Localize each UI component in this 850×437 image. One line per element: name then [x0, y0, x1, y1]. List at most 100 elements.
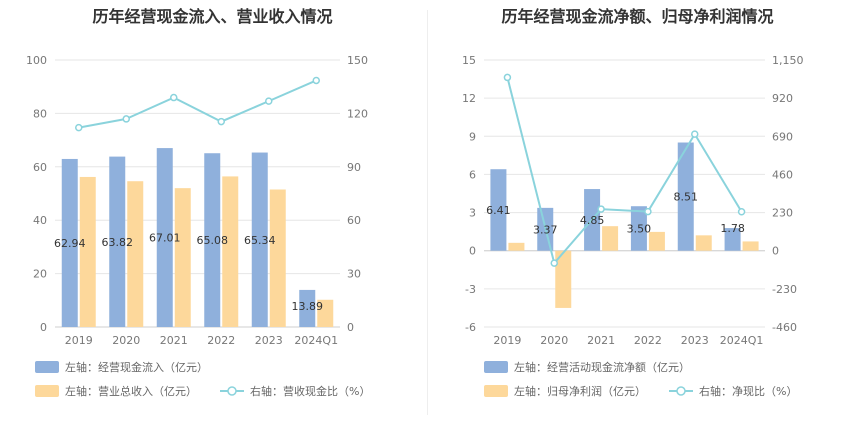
right-line-point[interactable]: [737, 207, 746, 216]
left-right-tick-label: 0: [347, 321, 354, 334]
left-left-tick-label: 60: [33, 161, 47, 174]
left-right-tick-label: 90: [347, 161, 361, 174]
right-x-tick-label: 2023: [681, 334, 709, 347]
right-right-tick-label: 230: [772, 207, 793, 220]
right-legend-label[interactable]: 右轴：净现比（%）: [699, 384, 797, 398]
right-left-tick-label: 0: [469, 245, 476, 258]
right-bar-series1[interactable]: [724, 228, 741, 251]
left-bar-data-label: 65.08: [197, 234, 229, 247]
left-bar-series2[interactable]: [127, 181, 144, 327]
left-line-point[interactable]: [217, 117, 225, 126]
left-chart: 0 20 40 60 80 100 0 30 60 90 120 150 2019 2020 2021 202…: [26, 54, 370, 398]
right-left-tick-label: 9: [469, 130, 476, 143]
right-left-tick-label: 6: [469, 168, 476, 181]
left-bar-series2[interactable]: [269, 189, 286, 327]
right-x-tick-label: 2022: [634, 334, 662, 347]
left-x-tick-label: 2019: [65, 334, 93, 347]
right-legend-swatch[interactable]: [484, 361, 508, 373]
right-line-point[interactable]: [503, 73, 512, 82]
left-legend-swatch[interactable]: [35, 385, 59, 397]
left-bar-data-label: 67.01: [149, 232, 181, 245]
right-bar-data-label: 6.41: [486, 204, 511, 217]
left-x-tick-label: 2022: [207, 334, 235, 347]
left-bar-data-label: 62.94: [54, 237, 86, 250]
left-right-tick-label: 30: [347, 268, 361, 281]
left-right-tick-label: 60: [347, 214, 361, 227]
right-right-tick-label: -460: [772, 321, 797, 334]
right-bar-series1[interactable]: [677, 142, 694, 251]
right-line-point[interactable]: [597, 205, 605, 213]
left-chart-title: 历年经营现金流入、营业收入情况: [92, 7, 333, 26]
right-bar-series2[interactable]: [602, 226, 619, 251]
left-right-tick-label: 150: [347, 54, 368, 67]
right-x-tick-label: 2021: [587, 334, 615, 347]
right-bar-data-label: 8.51: [674, 191, 699, 204]
right-bar-series2[interactable]: [555, 250, 572, 308]
right-bar-series1[interactable]: [490, 169, 507, 251]
right-x-tick-label: 2024Q1: [720, 334, 764, 347]
left-bar-series2[interactable]: [174, 188, 191, 327]
right-legend-swatch[interactable]: [484, 385, 508, 397]
right-right-tick-label: 690: [772, 130, 793, 143]
right-chart-title: 历年经营现金流净额、归母净利润情况: [501, 7, 774, 26]
left-legend-marker: [227, 386, 237, 396]
right-right-tick-label: 460: [772, 168, 793, 181]
left-left-tick-label: 100: [26, 54, 47, 67]
left-bar-series1[interactable]: [156, 148, 173, 327]
left-bar-series1[interactable]: [109, 156, 126, 327]
right-left-tick-label: 3: [469, 207, 476, 220]
right-bar-series1[interactable]: [630, 206, 647, 251]
right-bar-series2[interactable]: [508, 242, 525, 251]
left-line-point[interactable]: [312, 76, 320, 85]
right-legend-marker: [676, 386, 686, 396]
left-x-tick-label: 2020: [112, 334, 140, 347]
left-right-tick-label: 120: [347, 107, 368, 120]
right-bar-data-label: 3.37: [533, 223, 558, 236]
right-legend-label[interactable]: 左轴：归母净利润（亿元）: [514, 384, 646, 398]
right-bar-data-label: 4.85: [580, 214, 605, 227]
right-line-series: [506, 77, 743, 266]
left-line-point[interactable]: [170, 93, 178, 102]
right-bar-data-label: 3.50: [627, 222, 652, 235]
left-line-point[interactable]: [122, 115, 130, 123]
left-bar-series1[interactable]: [61, 158, 78, 327]
left-line-point[interactable]: [75, 123, 83, 132]
left-bar-data-label: 65.34: [244, 234, 276, 247]
left-bar-series2[interactable]: [222, 176, 239, 327]
left-x-tick-label: 2023: [255, 334, 283, 347]
left-bar-data-label: 13.89: [292, 300, 324, 313]
left-legend-label[interactable]: 左轴：营业总收入（亿元）: [65, 384, 197, 398]
left-line-point[interactable]: [265, 97, 273, 105]
right-x-tick-label: 2019: [493, 334, 521, 347]
left-legend-label[interactable]: 左轴：经营现金流入（亿元）: [65, 360, 208, 374]
left-x-tick-label: 2024Q1: [294, 334, 338, 347]
right-left-tick-label: 15: [462, 54, 476, 67]
right-legend-label[interactable]: 左轴：经营活动现金流净额（亿元）: [514, 360, 690, 374]
right-right-tick-label: 920: [772, 92, 793, 105]
right-left-tick-label: -6: [465, 321, 476, 334]
left-legend-swatch[interactable]: [35, 361, 59, 373]
left-bar-series2[interactable]: [317, 299, 334, 327]
right-bar-series2[interactable]: [695, 235, 712, 251]
right-left-tick-label: -3: [465, 283, 476, 296]
right-line-point[interactable]: [550, 259, 558, 267]
left-left-tick-label: 20: [33, 268, 47, 281]
right-line-point[interactable]: [644, 207, 652, 216]
left-bar-series1[interactable]: [251, 152, 268, 327]
right-bar-series2[interactable]: [742, 241, 759, 251]
left-left-tick-label: 40: [33, 214, 47, 227]
right-bar-series2[interactable]: [648, 231, 665, 251]
left-legend-label[interactable]: 右轴：营收现金比（%）: [250, 384, 370, 398]
left-bar-series1[interactable]: [299, 289, 316, 327]
right-x-tick-label: 2020: [540, 334, 568, 347]
right-line-point[interactable]: [691, 130, 699, 138]
left-bar-series2[interactable]: [79, 176, 96, 327]
left-x-tick-label: 2021: [160, 334, 188, 347]
left-bar-series1[interactable]: [204, 153, 221, 327]
right-left-tick-label: 12: [462, 92, 476, 105]
right-right-tick-label: 0: [772, 245, 779, 258]
right-bar-data-label: 1.78: [720, 222, 745, 235]
left-line-series: [78, 79, 317, 129]
